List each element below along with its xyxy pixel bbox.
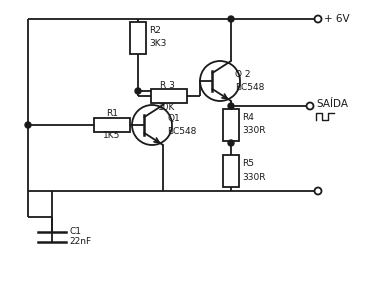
Text: 1K5: 1K5 — [103, 132, 121, 141]
Text: BC548: BC548 — [235, 84, 264, 93]
Text: + 6V: + 6V — [324, 14, 350, 24]
Bar — [223, 109, 239, 141]
Circle shape — [228, 16, 234, 22]
Text: Q1: Q1 — [167, 114, 180, 123]
Circle shape — [228, 140, 234, 146]
Circle shape — [228, 103, 234, 109]
Bar — [94, 118, 130, 132]
Text: BC548: BC548 — [167, 127, 196, 136]
Text: C1: C1 — [69, 228, 81, 237]
Text: SAÍDA: SAÍDA — [316, 99, 348, 109]
Text: 330R: 330R — [242, 126, 266, 135]
Bar — [223, 155, 239, 187]
Text: 22nF: 22nF — [69, 237, 91, 246]
Bar — [151, 89, 187, 103]
Text: Q 2: Q 2 — [235, 70, 250, 79]
Circle shape — [135, 88, 141, 94]
Text: R 3: R 3 — [160, 81, 174, 90]
Text: R2: R2 — [149, 26, 161, 35]
Bar — [130, 22, 146, 54]
Text: 3K3: 3K3 — [149, 39, 166, 48]
Text: R4: R4 — [242, 113, 254, 122]
Text: 330R: 330R — [242, 173, 266, 182]
Text: R1: R1 — [106, 109, 118, 118]
Text: R5: R5 — [242, 159, 254, 168]
Circle shape — [25, 122, 31, 128]
Text: 10K: 10K — [158, 102, 176, 111]
